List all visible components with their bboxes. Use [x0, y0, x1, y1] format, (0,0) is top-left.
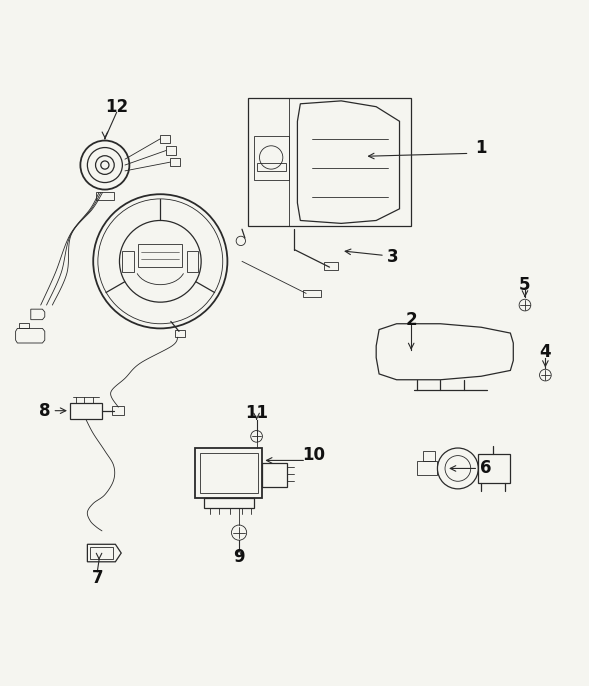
Text: 6: 6 [480, 460, 492, 477]
Text: 9: 9 [233, 548, 245, 566]
Text: 8: 8 [39, 402, 51, 420]
Text: 10: 10 [302, 446, 325, 464]
Text: 12: 12 [105, 97, 128, 116]
Text: 5: 5 [519, 276, 531, 294]
Text: 11: 11 [245, 404, 268, 422]
Text: 3: 3 [387, 248, 398, 265]
Text: 7: 7 [91, 569, 103, 587]
Text: 4: 4 [540, 343, 551, 361]
Text: 1: 1 [475, 139, 487, 156]
Bar [248, 98, 411, 226]
Text: 2: 2 [405, 311, 417, 329]
